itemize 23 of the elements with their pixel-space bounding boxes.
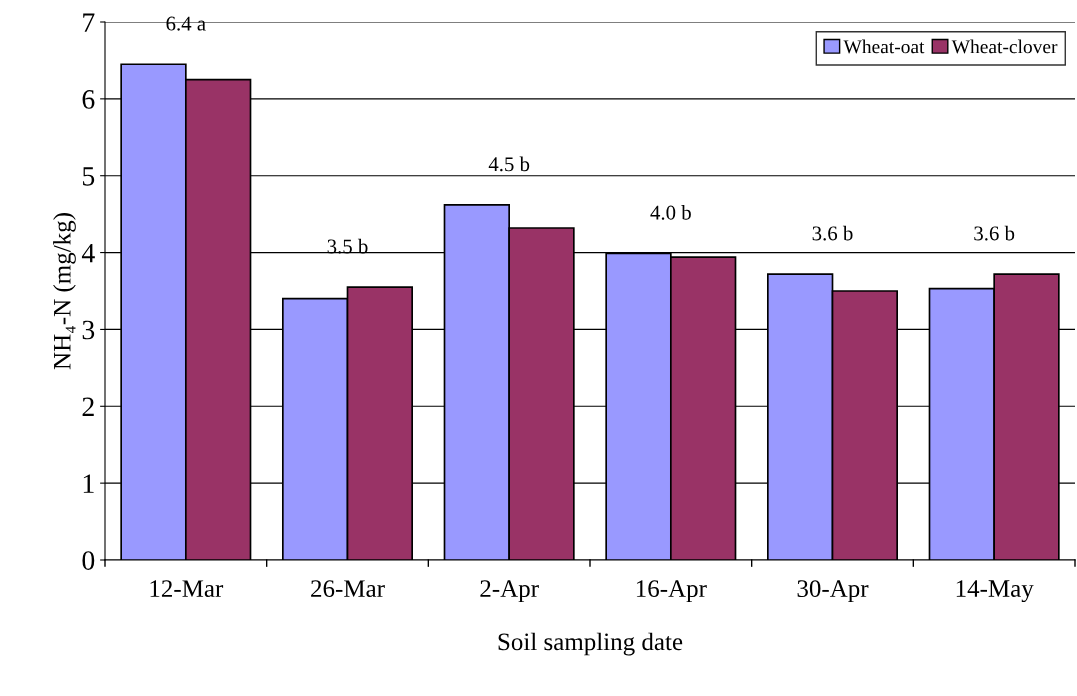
y-tick-label: 0 (82, 551, 95, 570)
annotation: 3.6 b (974, 225, 1015, 241)
y-tick-label: 3 (82, 320, 95, 340)
x-tick-label: 14-May (956, 580, 1034, 603)
x-tick-label: 30-Apr (797, 580, 869, 603)
legend-label: Wheat-oat (843, 39, 925, 54)
x-tick-label: 16-Apr (636, 580, 707, 603)
x-tick-label: 26-Mar (311, 580, 385, 598)
annotation: 4.0 b (650, 205, 691, 220)
x-axis-title: Soil sampling date (498, 632, 683, 656)
y-tick-label: 5 (83, 167, 95, 186)
y-tick-label: 1 (83, 474, 94, 493)
x-tick-label: 2-Apr (480, 580, 539, 603)
y-tick-label: 4 (81, 243, 95, 263)
legend-label: Wheat-clover (951, 39, 1058, 54)
annotation: 6.4 a (166, 16, 206, 31)
annotation: 3.6 b (812, 225, 853, 241)
y-axis-title: NH₄-N (mg/kg) (53, 213, 76, 370)
y-tick-label: 7 (83, 13, 95, 32)
y-tick-label: 2 (82, 397, 94, 416)
x-tick-label: 12-Mar (150, 580, 224, 598)
y-tick-label: 6 (82, 90, 95, 109)
annotation: 4.5 b (488, 156, 530, 172)
